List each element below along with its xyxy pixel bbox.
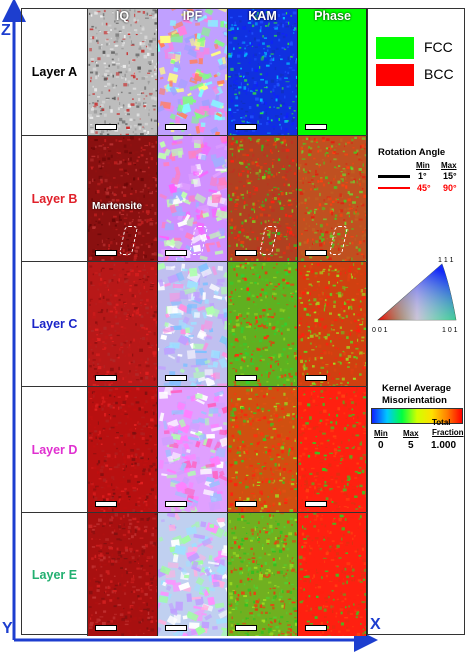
scale-bar <box>235 250 257 256</box>
bcc-swatch <box>376 64 414 86</box>
micrograph-tile-iq <box>88 136 158 261</box>
rotation-row-low-line <box>378 175 410 178</box>
column-header-phase: Phase <box>314 9 351 23</box>
x-axis-label: X <box>370 616 381 633</box>
micrograph-tile-kam <box>228 262 298 386</box>
ipf-corner-right: 1 0 1 <box>442 327 458 334</box>
z-axis-label: Z <box>1 22 11 39</box>
layer-row: Layer C <box>22 262 367 387</box>
micrograph-tile-iq <box>88 9 158 135</box>
kam-title-line1: Kernel Average <box>382 383 451 394</box>
scale-bar <box>95 124 117 130</box>
micrograph-tile-iq <box>88 262 158 386</box>
kam-max-value: 5 <box>408 440 414 451</box>
scale-bar <box>165 124 187 130</box>
micrograph-tile-phase <box>298 262 367 386</box>
column-header-ipf: IPF <box>182 9 203 23</box>
scale-bar <box>305 124 327 130</box>
bcc-label: BCC <box>424 66 454 82</box>
ipf-color-triangle: 1 1 1 0 0 1 1 0 1 <box>372 257 458 334</box>
micrograph-tile-iq <box>88 387 158 512</box>
scale-bar <box>95 250 117 256</box>
scale-bar <box>165 250 187 256</box>
micrograph-tile-ipf <box>158 262 228 386</box>
ipf-corner-top: 1 1 1 <box>438 257 454 264</box>
martensite-label: Martensite <box>92 201 143 212</box>
rotation-max-header: Max <box>441 161 457 170</box>
micrograph-tile-kam <box>228 513 298 636</box>
scale-bar <box>235 625 257 631</box>
scale-bar <box>305 250 327 256</box>
fcc-label: FCC <box>424 39 453 55</box>
layer-row: Layer E <box>22 513 367 636</box>
kam-total-value: 1.000 <box>431 440 457 451</box>
kam-min-header: Min <box>374 429 388 438</box>
micrograph-tile-iq <box>88 513 158 636</box>
scale-bar <box>305 625 327 631</box>
layer-label: Layer B <box>22 136 88 261</box>
layer-label: Layer D <box>22 387 88 512</box>
kam-max-header: Max <box>403 429 419 438</box>
rotation-min-header: Min <box>416 161 430 170</box>
layer-label: Layer E <box>22 513 88 636</box>
kam-min-value: 0 <box>378 440 384 451</box>
y-axis-label: Y <box>2 620 13 637</box>
column-header-kam: KAM <box>248 9 277 23</box>
micrograph-tile-kam <box>228 136 298 261</box>
scale-bar <box>305 501 327 507</box>
scale-bar <box>95 501 117 507</box>
scale-bar <box>165 375 187 381</box>
layer-label: Layer C <box>22 262 88 386</box>
scale-bar <box>165 625 187 631</box>
column-header-iq: IQ <box>115 9 130 23</box>
micrograph-tile-ipf <box>158 513 228 636</box>
micrograph-tile-kam <box>228 9 298 135</box>
micrograph-tile-ipf <box>158 9 228 135</box>
scale-bar <box>235 124 257 130</box>
legend-panel: FCC BCC Rotation Angle Min Max 1° 15° 45… <box>368 8 465 635</box>
layer-label: Layer A <box>22 9 88 135</box>
micrograph-tile-phase <box>298 136 367 261</box>
rotation-row-high-min: 45° <box>417 183 431 193</box>
scale-bar <box>235 375 257 381</box>
scale-bar <box>235 501 257 507</box>
micrograph-tile-phase <box>298 513 367 636</box>
rotation-row-low-min: 1° <box>418 171 427 181</box>
layer-row: Layer D <box>22 387 367 513</box>
layer-row: Layer B Martensite <box>22 136 367 262</box>
micrograph-tile-phase <box>298 387 367 512</box>
rotation-row-high-max: 90° <box>443 183 457 193</box>
ipf-corner-left: 0 0 1 <box>372 327 388 334</box>
phase-legend-bcc: BCC <box>376 64 461 86</box>
micrograph-tile-ipf <box>158 136 228 261</box>
micrograph-tile-ipf <box>158 387 228 512</box>
kam-colorbar <box>371 408 463 424</box>
kam-title-line2: Misorientation <box>382 395 447 406</box>
fcc-swatch <box>376 37 414 59</box>
phase-legend-fcc: FCC <box>376 37 461 59</box>
rotation-angle-title: Rotation Angle <box>378 147 446 158</box>
rotation-row-high-line <box>378 187 410 189</box>
scale-bar <box>165 501 187 507</box>
layer-row: Layer A IQ IPF KAM Phase <box>22 9 367 136</box>
micrograph-tile-kam <box>228 387 298 512</box>
scale-bar <box>95 375 117 381</box>
kam-total-header-line1: Total <box>432 418 451 427</box>
micrograph-tile-phase <box>298 9 367 135</box>
rotation-row-low-max: 15° <box>443 171 457 181</box>
kam-total-header-line2: Fraction <box>432 428 464 437</box>
scale-bar <box>95 625 117 631</box>
micrograph-grid: Layer A IQ IPF KAM Phase Layer B Martensite… <box>21 8 368 636</box>
scale-bar <box>305 375 327 381</box>
